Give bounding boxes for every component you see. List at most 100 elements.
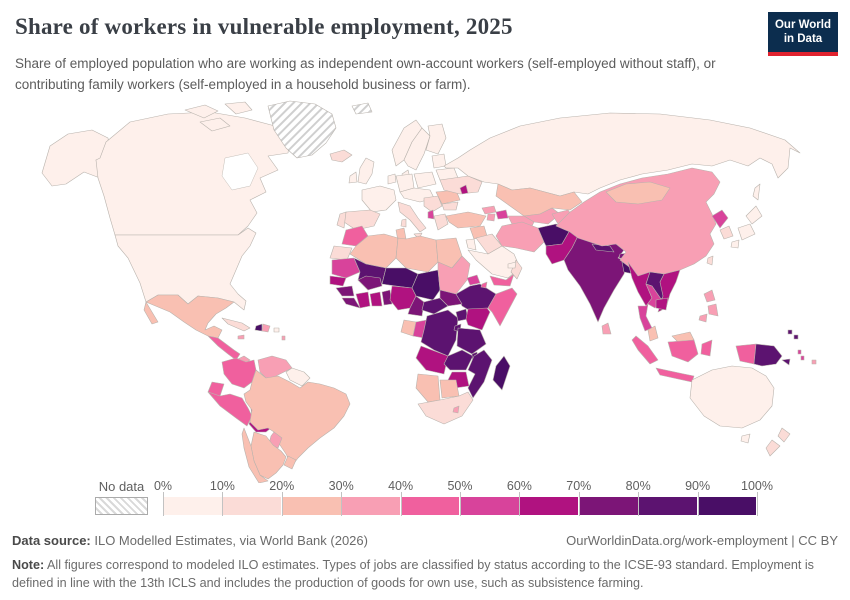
country-ireland[interactable] xyxy=(348,171,358,184)
country-central-african-republic[interactable] xyxy=(421,297,449,315)
country-cote-divoire[interactable] xyxy=(355,291,371,309)
country-indonesia-java[interactable] xyxy=(655,367,695,383)
legend-bin-10-20%[interactable] xyxy=(223,497,282,515)
country-canada-arctic-2[interactable] xyxy=(224,101,253,115)
country-united-states[interactable] xyxy=(114,227,257,311)
country-yemen[interactable] xyxy=(489,273,515,287)
country-jamaica[interactable] xyxy=(237,334,245,340)
legend-bin-30-40%[interactable] xyxy=(342,497,401,515)
country-puerto-rico[interactable] xyxy=(273,327,280,333)
country-philippines-visayas[interactable] xyxy=(707,303,719,317)
country-cambodia[interactable] xyxy=(655,297,669,311)
country-indonesia-papua[interactable] xyxy=(735,343,757,365)
country-djibouti[interactable] xyxy=(480,281,488,289)
country-haiti[interactable] xyxy=(254,323,263,332)
country-senegal[interactable] xyxy=(329,275,347,287)
country-finland[interactable] xyxy=(425,123,447,155)
country-indonesia-sumatra[interactable] xyxy=(631,335,659,365)
country-indonesia-sulawesi[interactable] xyxy=(700,339,713,357)
country-italy[interactable] xyxy=(397,201,427,233)
country-svalbard[interactable] xyxy=(351,102,373,115)
country-fiji[interactable] xyxy=(811,359,817,365)
country-madagascar[interactable] xyxy=(492,355,511,391)
country-greenland[interactable] xyxy=(267,100,337,159)
country-burkina-faso[interactable] xyxy=(357,275,383,291)
country-colombia[interactable] xyxy=(221,357,257,389)
country-solomon-islands[interactable] xyxy=(787,329,799,340)
country-somalia[interactable] xyxy=(487,287,518,327)
country-canada[interactable] xyxy=(95,111,291,236)
country-benin-togo[interactable] xyxy=(381,289,393,306)
country-tasmania[interactable] xyxy=(740,433,751,444)
country-new-britain[interactable] xyxy=(781,358,791,366)
country-niger[interactable] xyxy=(381,267,419,289)
legend-bin-50-60%[interactable] xyxy=(461,497,519,515)
country-kazakhstan[interactable] xyxy=(495,183,583,217)
legend-bin-60-70%[interactable] xyxy=(520,497,579,515)
country-canada-arctic-3[interactable] xyxy=(199,117,231,132)
country-japan-honshu[interactable] xyxy=(737,223,756,241)
country-ghana[interactable] xyxy=(369,291,383,307)
country-benelux[interactable] xyxy=(387,173,397,185)
country-italy-sardinia[interactable] xyxy=(400,218,407,228)
country-albania[interactable] xyxy=(427,209,435,220)
country-zambia[interactable] xyxy=(443,349,474,371)
country-sri-lanka[interactable] xyxy=(601,322,612,335)
country-papua-new-guinea[interactable] xyxy=(753,343,783,367)
country-france[interactable] xyxy=(361,185,397,213)
country-sweden[interactable] xyxy=(403,127,431,171)
country-kenya[interactable] xyxy=(465,307,491,331)
country-mozambique[interactable] xyxy=(467,349,493,399)
country-australia[interactable] xyxy=(689,365,775,429)
legend-no-data-swatch[interactable] xyxy=(95,497,148,515)
country-guinea[interactable] xyxy=(335,285,355,297)
country-tanzania[interactable] xyxy=(456,327,487,355)
country-western-sahara[interactable] xyxy=(329,245,353,261)
country-venezuela[interactable] xyxy=(257,355,293,381)
country-china[interactable] xyxy=(555,167,721,277)
country-georgia[interactable] xyxy=(481,205,497,215)
country-new-zealand-south[interactable] xyxy=(765,439,781,457)
legend-bin-90-100%[interactable] xyxy=(698,497,757,515)
country-canada-arctic-1[interactable] xyxy=(184,104,219,119)
country-angola[interactable] xyxy=(415,345,449,375)
legend-no-data[interactable]: No data xyxy=(95,479,148,515)
country-south-sudan[interactable] xyxy=(439,289,463,307)
country-eritrea[interactable] xyxy=(466,274,481,286)
country-mongolia[interactable] xyxy=(605,181,671,205)
country-peru[interactable] xyxy=(207,391,253,427)
country-moldova[interactable] xyxy=(459,184,469,195)
country-south-africa[interactable] xyxy=(417,391,474,425)
country-balkans[interactable] xyxy=(423,195,443,213)
country-turkey[interactable] xyxy=(445,211,487,229)
country-philippines-luzon[interactable] xyxy=(703,289,716,303)
country-vanuatu[interactable] xyxy=(797,349,805,361)
country-iceland[interactable] xyxy=(329,149,353,163)
country-dominican-republic[interactable] xyxy=(261,323,271,333)
country-mexico-baja[interactable] xyxy=(143,301,159,325)
footer-link[interactable]: OurWorldinData.org/work-employment | CC … xyxy=(566,533,838,548)
country-japan-kyushu[interactable] xyxy=(730,239,740,249)
country-libya[interactable] xyxy=(395,235,439,273)
country-iran[interactable] xyxy=(495,221,545,253)
country-bulgaria[interactable] xyxy=(441,201,459,211)
country-mexico[interactable] xyxy=(145,294,235,339)
country-uruguay[interactable] xyxy=(283,455,297,470)
country-brazil[interactable] xyxy=(243,369,351,467)
legend-bin-80-90%[interactable] xyxy=(639,497,698,515)
country-sudan[interactable] xyxy=(437,255,471,295)
country-japan-hokkaido[interactable] xyxy=(745,205,763,225)
country-mauritania[interactable] xyxy=(331,257,361,279)
country-lesotho[interactable] xyxy=(452,405,460,414)
country-cuba[interactable] xyxy=(221,317,251,332)
country-lesser-antilles[interactable] xyxy=(281,335,286,341)
country-malaysia-peninsula[interactable] xyxy=(647,325,659,342)
country-indonesia-kalimantan[interactable] xyxy=(667,339,699,363)
country-new-zealand-north[interactable] xyxy=(777,427,791,443)
country-taiwan[interactable] xyxy=(706,255,714,266)
country-azerbaijan[interactable] xyxy=(495,209,509,220)
country-north-korea[interactable] xyxy=(711,209,729,229)
country-south-korea[interactable] xyxy=(719,225,734,240)
legend-bin-20-30%[interactable] xyxy=(282,497,341,515)
legend-bin-0-10%[interactable] xyxy=(164,497,222,515)
